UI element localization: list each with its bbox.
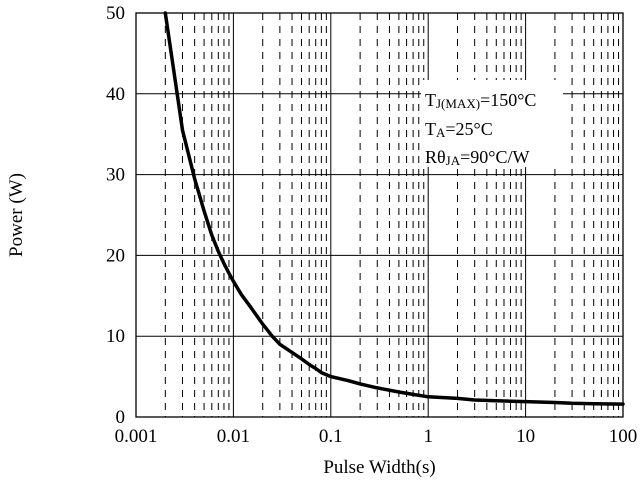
y-axis-label: Power (W) [6,173,27,257]
plot-frame [135,12,624,418]
x-tick-label: 0.001 [115,426,158,447]
x-tick-label: 100 [609,426,638,447]
annotation-background [421,80,563,167]
major-grid [135,12,624,418]
annotation-line: RθJA=90°C/W [425,147,529,168]
annotation-line: TA=25°C [425,119,493,140]
x-tick-labels: 0.001 0.01 0.1 1 10 100 [115,426,638,447]
x-tick-label: 1 [423,426,433,447]
power-curve-line [163,11,625,406]
y-tick-label: 40 [106,84,125,105]
x-tick-label: 0.01 [217,426,250,447]
y-tick-labels: 0 10 20 30 40 50 [106,3,125,428]
x-axis-label: Pulse Width(s) [323,457,435,478]
x-tick-label: 0.1 [319,426,343,447]
y-tick-label: 20 [106,245,125,266]
x-tick-label: 10 [516,426,535,447]
y-tick-label: 30 [106,165,125,186]
y-tick-label: 0 [116,407,126,428]
annotation-line: TJ(MAX)=150°C [425,90,536,111]
series-layer [163,11,625,406]
y-tick-label: 10 [106,326,125,347]
annotation-box: TJ(MAX)=150°C TA=25°C RθJA=90°C/W [421,80,563,168]
y-tick-label: 50 [106,3,125,24]
